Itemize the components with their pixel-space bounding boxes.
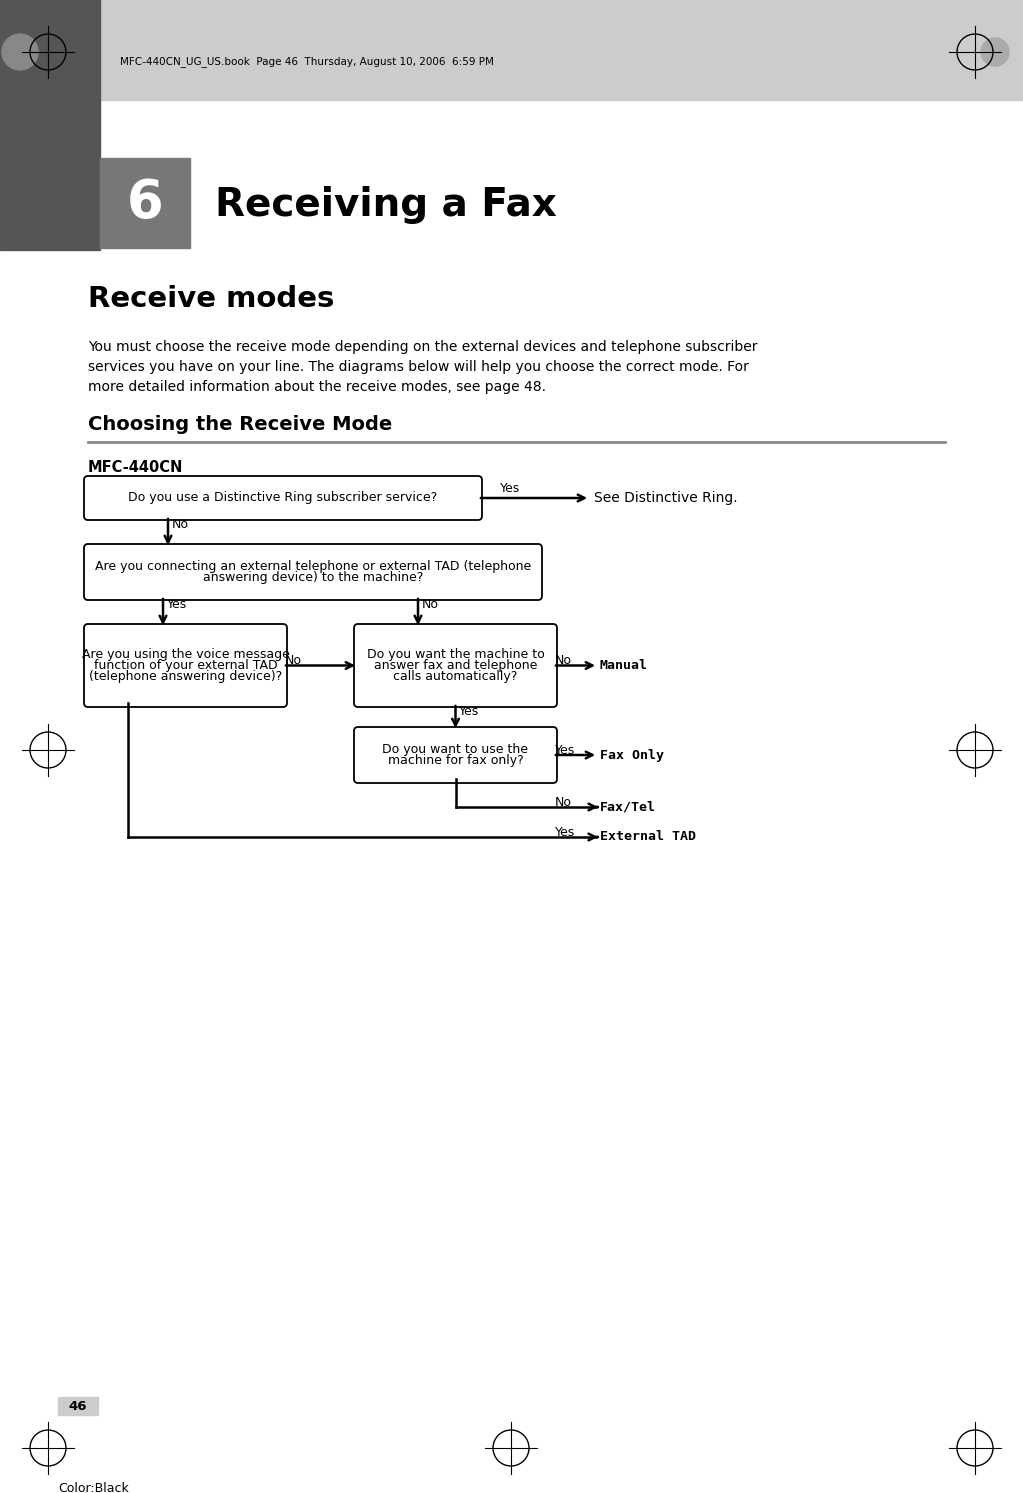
Text: 46: 46 bbox=[69, 1399, 87, 1412]
FancyBboxPatch shape bbox=[84, 543, 542, 600]
FancyBboxPatch shape bbox=[84, 624, 287, 708]
Text: answer fax and telephone: answer fax and telephone bbox=[373, 658, 537, 672]
Text: No: No bbox=[172, 518, 189, 532]
Text: No: No bbox=[422, 599, 439, 611]
Text: Do you want the machine to: Do you want the machine to bbox=[366, 648, 544, 661]
Text: Choosing the Receive Mode: Choosing the Receive Mode bbox=[88, 415, 392, 434]
Text: No: No bbox=[285, 654, 302, 667]
Text: Yes: Yes bbox=[500, 482, 521, 496]
FancyBboxPatch shape bbox=[354, 624, 557, 708]
Text: Do you use a Distinctive Ring subscriber service?: Do you use a Distinctive Ring subscriber… bbox=[128, 491, 438, 505]
Text: See Distinctive Ring.: See Distinctive Ring. bbox=[594, 491, 738, 505]
Text: answering device) to the machine?: answering device) to the machine? bbox=[203, 570, 424, 584]
Text: services you have on your line. The diagrams below will help you choose the corr: services you have on your line. The diag… bbox=[88, 360, 749, 375]
Text: Yes: Yes bbox=[458, 705, 479, 718]
Text: Receiving a Fax: Receiving a Fax bbox=[215, 187, 557, 224]
Bar bbox=[100, 158, 190, 248]
FancyBboxPatch shape bbox=[84, 476, 482, 520]
Bar bbox=[0, 0, 1023, 100]
Text: Color:Black: Color:Black bbox=[58, 1481, 129, 1493]
Circle shape bbox=[981, 37, 1009, 66]
Text: 6: 6 bbox=[127, 178, 164, 228]
Text: MFC-440CN: MFC-440CN bbox=[88, 460, 183, 475]
Text: No: No bbox=[555, 654, 572, 667]
Text: Yes: Yes bbox=[555, 826, 575, 839]
Text: Yes: Yes bbox=[555, 744, 575, 757]
Text: No: No bbox=[555, 796, 572, 809]
Bar bbox=[58, 1397, 98, 1415]
Text: Manual: Manual bbox=[601, 658, 648, 672]
Bar bbox=[0, 0, 100, 249]
Text: Yes: Yes bbox=[167, 599, 187, 611]
Circle shape bbox=[2, 34, 38, 70]
Text: MFC-440CN_UG_US.book  Page 46  Thursday, August 10, 2006  6:59 PM: MFC-440CN_UG_US.book Page 46 Thursday, A… bbox=[120, 57, 494, 67]
Text: Receive modes: Receive modes bbox=[88, 285, 335, 314]
Text: Fax/Tel: Fax/Tel bbox=[601, 800, 656, 814]
Text: Are you using the voice message: Are you using the voice message bbox=[82, 648, 290, 661]
Text: more detailed information about the receive modes, see page 48.: more detailed information about the rece… bbox=[88, 381, 546, 394]
Text: machine for fax only?: machine for fax only? bbox=[388, 754, 524, 767]
Text: You must choose the receive mode depending on the external devices and telephone: You must choose the receive mode dependi… bbox=[88, 340, 757, 354]
FancyBboxPatch shape bbox=[354, 727, 557, 782]
Text: Fax Only: Fax Only bbox=[601, 748, 664, 761]
Text: Do you want to use the: Do you want to use the bbox=[383, 744, 529, 755]
Text: (telephone answering device)?: (telephone answering device)? bbox=[89, 670, 282, 682]
Text: External TAD: External TAD bbox=[601, 830, 696, 844]
Text: calls automatically?: calls automatically? bbox=[393, 670, 518, 682]
Text: Are you connecting an external telephone or external TAD (telephone: Are you connecting an external telephone… bbox=[95, 560, 531, 573]
Text: function of your external TAD: function of your external TAD bbox=[94, 658, 277, 672]
